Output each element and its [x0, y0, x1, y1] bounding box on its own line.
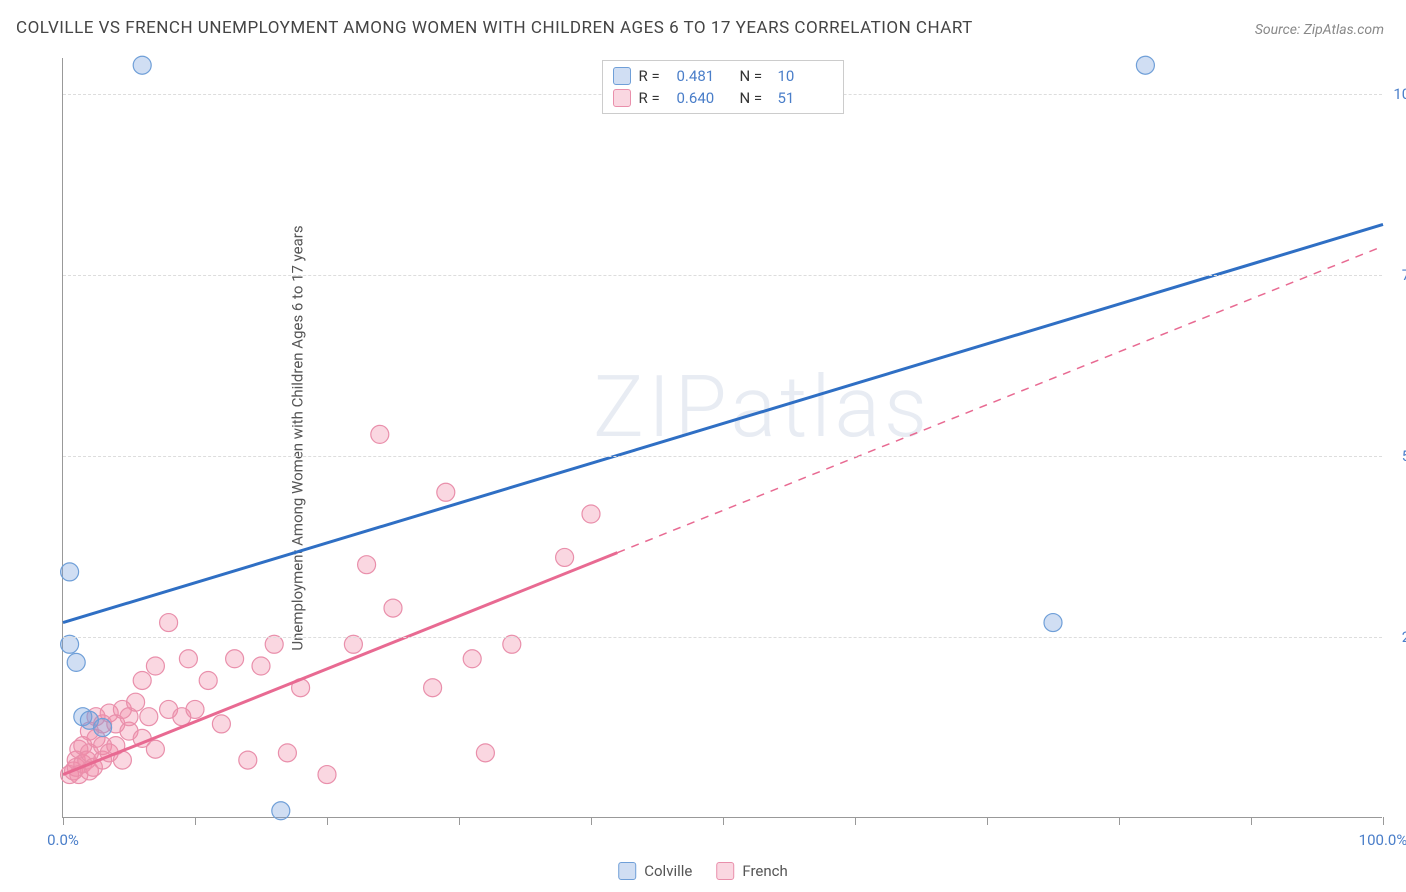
scatter-point: [358, 556, 376, 574]
scatter-point: [212, 715, 230, 733]
x-tick: [1383, 817, 1384, 825]
n-label: N =: [740, 67, 770, 85]
r-value-french: 0.640: [677, 89, 732, 107]
correlation-legend: R = 0.481 N = 10 R = 0.640 N = 51: [602, 60, 844, 114]
scatter-point: [67, 653, 85, 671]
scatter-point: [371, 425, 389, 443]
scatter-point: [1044, 614, 1062, 632]
swatch-icon: [618, 862, 636, 880]
y-tick-label: 25.0%: [1402, 628, 1406, 646]
n-value-colville: 10: [778, 67, 833, 85]
x-tick: [63, 817, 64, 825]
x-tick: [723, 817, 724, 825]
x-tick: [855, 817, 856, 825]
scatter-point: [556, 548, 574, 566]
gridline: [63, 637, 1382, 638]
legend-item: French: [716, 862, 787, 880]
legend-label: French: [742, 862, 787, 880]
scatter-point: [179, 650, 197, 668]
scatter-point: [318, 766, 336, 784]
plot-svg: [63, 58, 1382, 817]
regression-line-french-dashed: [617, 246, 1383, 552]
scatter-point: [226, 650, 244, 668]
scatter-point: [582, 505, 600, 523]
r-label: R =: [639, 67, 669, 85]
x-tick: [327, 817, 328, 825]
x-tick: [1119, 817, 1120, 825]
scatter-point: [127, 693, 145, 711]
n-label: N =: [740, 89, 770, 107]
scatter-point: [239, 751, 257, 769]
r-label: R =: [639, 89, 669, 107]
x-tick-label: 0.0%: [47, 831, 79, 849]
x-tick: [1251, 817, 1252, 825]
y-tick-label: 75.0%: [1402, 266, 1406, 284]
scatter-point: [463, 650, 481, 668]
scatter-point: [1136, 56, 1154, 74]
scatter-point: [252, 657, 270, 675]
scatter-point: [160, 614, 178, 632]
scatter-point: [437, 483, 455, 501]
x-tick: [195, 817, 196, 825]
scatter-point: [133, 671, 151, 689]
scatter-point: [61, 563, 79, 581]
scatter-point: [146, 740, 164, 758]
r-value-colville: 0.481: [677, 67, 732, 85]
scatter-point: [199, 671, 217, 689]
scatter-point: [133, 56, 151, 74]
scatter-point: [476, 744, 494, 762]
scatter-point: [278, 744, 296, 762]
swatch-french: [613, 89, 631, 107]
legend-row-french: R = 0.640 N = 51: [613, 87, 833, 109]
series-legend: Colville French: [618, 862, 788, 880]
source-attribution: Source: ZipAtlas.com: [1255, 22, 1384, 38]
x-tick: [987, 817, 988, 825]
scatter-point: [424, 679, 442, 697]
scatter-point: [384, 599, 402, 617]
plot-area: Unemployment Among Women with Children A…: [62, 58, 1382, 818]
swatch-icon: [716, 862, 734, 880]
legend-row-colville: R = 0.481 N = 10: [613, 65, 833, 87]
chart-title: COLVILLE VS FRENCH UNEMPLOYMENT AMONG WO…: [16, 18, 973, 38]
n-value-french: 51: [778, 89, 833, 107]
legend-label: Colville: [644, 862, 692, 880]
x-tick-label: 100.0%: [1359, 831, 1406, 849]
y-tick-label: 50.0%: [1402, 447, 1406, 465]
gridline: [63, 456, 1382, 457]
gridline: [63, 275, 1382, 276]
x-tick: [591, 817, 592, 825]
regression-line-colville: [63, 224, 1383, 622]
swatch-colville: [613, 67, 631, 85]
scatter-point: [94, 719, 112, 737]
y-tick-label: 100.0%: [1393, 85, 1406, 103]
scatter-point: [146, 657, 164, 675]
scatter-point: [140, 708, 158, 726]
legend-item: Colville: [618, 862, 692, 880]
x-tick: [459, 817, 460, 825]
scatter-point: [186, 700, 204, 718]
scatter-point: [272, 802, 290, 820]
